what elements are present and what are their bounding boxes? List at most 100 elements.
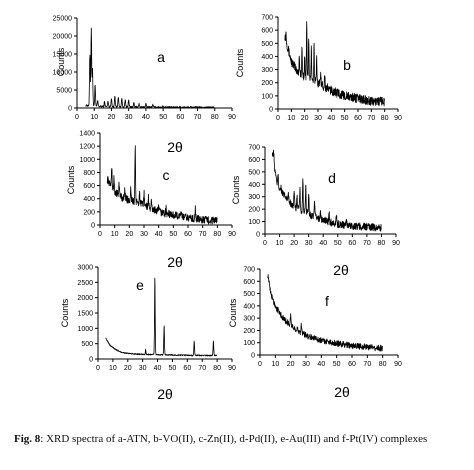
panel-letter: a <box>157 49 165 65</box>
x-tick-label: 40 <box>327 115 335 122</box>
caption-label: Fig. 8 <box>14 433 41 445</box>
panel-a: 0 10 20 30 40 50 60 70 80 90 0 5000 10000 15000 20000 2… <box>53 16 236 156</box>
x-tick-label: 50 <box>341 115 349 122</box>
y-tick-label: 400 <box>243 303 255 310</box>
x-tick-label: 30 <box>125 114 133 121</box>
x-tick-label: 80 <box>381 115 389 122</box>
y-tick-label: 300 <box>243 316 255 323</box>
y-tick-label: 200 <box>83 209 95 216</box>
x-tick-label: 70 <box>198 365 206 372</box>
panel-d: 0 10 20 30 40 50 60 70 80 90 0 100 200 300 400 500 600 70… <box>231 145 400 279</box>
y-tick-label: 400 <box>261 54 273 61</box>
x-tick-label: 30 <box>314 115 322 122</box>
y-tick-label: 0 <box>256 232 260 239</box>
x-tick-label: 40 <box>154 365 162 372</box>
x-tick-label: 30 <box>305 240 313 247</box>
x-tick-label: 80 <box>213 365 221 372</box>
x-tick-label: 40 <box>317 361 325 368</box>
x-tick-label: 90 <box>394 115 402 122</box>
panel-letter: e <box>136 277 144 293</box>
y-tick-label: 1500 <box>77 311 93 318</box>
y-tick-label: 0 <box>251 353 255 360</box>
x-tick-label: 90 <box>392 240 400 247</box>
x-tick-label: 70 <box>367 115 375 122</box>
y-tick-label: 400 <box>248 182 260 189</box>
y-tick-label: 25000 <box>53 16 73 23</box>
x-tick-label: 50 <box>169 231 177 238</box>
x-tick-label: 10 <box>109 365 117 372</box>
x-tick-label: 40 <box>142 114 150 121</box>
panel-e: 0 10 20 30 40 50 60 70 80 90 0 500 1000 1500 2000 2500 3… <box>60 265 236 403</box>
y-tick-label: 0 <box>68 106 72 113</box>
x-tick-label: 60 <box>354 115 362 122</box>
x-tick-label: 20 <box>125 231 133 238</box>
y-tick-label: 500 <box>248 169 260 176</box>
y-tick-label: 300 <box>248 194 260 201</box>
xrd-trace <box>85 27 215 109</box>
x-tick-label: 70 <box>199 231 207 238</box>
x-tick-label: 50 <box>333 361 341 368</box>
y-tick-label: 1000 <box>77 326 93 333</box>
y-tick-label: 10000 <box>53 70 73 77</box>
xrd-trace <box>105 277 218 357</box>
x-tick-label: 30 <box>140 231 148 238</box>
y-tick-label: 2000 <box>77 295 93 302</box>
y-tick-label: 500 <box>243 291 255 298</box>
y-tick-label: 200 <box>261 80 273 87</box>
x-tick-label: 0 <box>96 365 100 372</box>
y-tick-label: 600 <box>83 183 95 190</box>
panel-letter: c <box>163 167 170 183</box>
y-axis-label: Counts <box>228 298 238 327</box>
y-tick-label: 0 <box>89 357 93 364</box>
x-tick-label: 0 <box>276 115 280 122</box>
x-tick-label: 0 <box>75 114 79 121</box>
y-tick-label: 100 <box>243 340 255 347</box>
x-tick-label: 60 <box>184 231 192 238</box>
x-axis-label: 2θ <box>167 139 183 155</box>
xrd-trace <box>267 274 383 352</box>
y-tick-label: 200 <box>243 328 255 335</box>
y-tick-label: 0 <box>91 223 95 230</box>
y-tick-label: 2500 <box>77 280 93 287</box>
x-axis-label: 2θ <box>167 254 183 270</box>
x-tick-label: 70 <box>363 361 371 368</box>
y-tick-label: 200 <box>248 207 260 214</box>
y-tick-label: 500 <box>81 341 93 348</box>
x-tick-label: 20 <box>290 240 298 247</box>
y-axis-label: Counts <box>66 165 76 194</box>
y-axis-label: Counts <box>235 48 245 77</box>
x-tick-label: 70 <box>194 114 202 121</box>
x-tick-label: 20 <box>108 114 116 121</box>
x-tick-label: 90 <box>394 361 402 368</box>
x-tick-label: 80 <box>378 240 386 247</box>
x-axis-label: 2θ <box>334 384 350 400</box>
x-tick-label: 10 <box>271 361 279 368</box>
panel-letter: d <box>328 170 336 186</box>
x-tick-label: 60 <box>348 361 356 368</box>
panel-letter: b <box>343 57 351 73</box>
x-tick-label: 0 <box>263 240 267 247</box>
x-tick-label: 80 <box>379 361 387 368</box>
y-tick-label: 700 <box>261 15 273 22</box>
x-tick-label: 50 <box>169 365 177 372</box>
xrd-trace <box>271 149 382 232</box>
x-tick-label: 70 <box>363 240 371 247</box>
x-tick-label: 60 <box>348 240 356 247</box>
y-tick-label: 1000 <box>79 157 95 164</box>
x-tick-label: 60 <box>176 114 184 121</box>
y-tick-label: 20000 <box>53 34 73 41</box>
x-tick-label: 10 <box>90 114 98 121</box>
xrd-trace <box>284 21 385 107</box>
y-tick-label: 1200 <box>79 144 95 151</box>
y-tick-label: 1400 <box>79 131 95 138</box>
xrd-trace <box>106 145 218 225</box>
panel-letter: f <box>325 293 329 309</box>
x-tick-label: 10 <box>276 240 284 247</box>
x-tick-label: 80 <box>213 231 221 238</box>
y-tick-label: 100 <box>248 219 260 226</box>
x-axis-label: 2θ <box>157 386 173 402</box>
y-axis-label: Counts <box>60 298 70 327</box>
x-tick-label: 90 <box>228 365 236 372</box>
y-tick-label: 600 <box>243 279 255 286</box>
